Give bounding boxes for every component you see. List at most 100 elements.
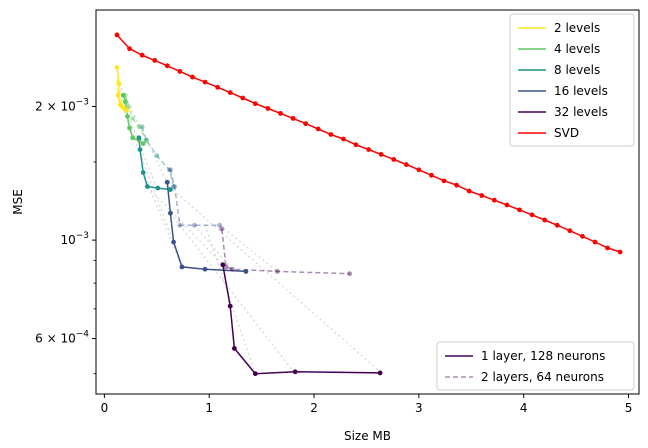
data-point-5-3	[252, 371, 258, 377]
data-point-0-22	[391, 157, 397, 162]
data-point-0-15	[303, 121, 309, 127]
data-point-0-13	[278, 110, 283, 116]
data-point-2-2	[125, 113, 130, 119]
data-point-9-2	[177, 222, 183, 228]
x-axis-title: Size MB	[344, 429, 391, 443]
data-point-4-4	[202, 266, 208, 272]
data-point-0-7	[202, 79, 208, 85]
data-point-9-0	[168, 167, 173, 173]
data-point-0-33	[529, 212, 535, 218]
connector-line-1	[121, 106, 175, 243]
data-point-0-11	[252, 101, 258, 107]
data-point-0-8	[215, 84, 220, 90]
data-point-0-17	[328, 132, 334, 137]
data-point-0-39	[605, 245, 610, 251]
data-point-6-1	[116, 90, 122, 95]
data-point-0-5	[177, 68, 183, 74]
data-point-0-9	[227, 90, 233, 95]
data-point-6-0	[115, 78, 121, 84]
data-point-0-2	[139, 52, 145, 58]
data-point-7-4	[143, 137, 149, 143]
x-tick-label-2: 2	[310, 401, 318, 415]
x-tick-label-5: 5	[625, 401, 633, 415]
data-point-8-2	[154, 153, 160, 159]
data-point-0-19	[353, 142, 359, 148]
y-tick-label-2: 6 × 10−4	[35, 330, 89, 346]
data-point-2-0	[120, 92, 126, 98]
connector-line-8	[204, 225, 256, 374]
data-point-0-21	[378, 151, 384, 157]
data-point-0-0	[114, 32, 120, 38]
data-point-0-34	[542, 217, 548, 223]
connector-lines	[118, 83, 381, 375]
data-point-1-6	[123, 108, 129, 113]
data-point-6-3	[120, 104, 126, 109]
data-point-0-10	[240, 95, 246, 101]
data-point-0-30	[491, 197, 497, 203]
series-line-5	[222, 264, 381, 375]
legend-label-g-legend-bottom-1: 2 layers, 64 neurons	[481, 370, 604, 384]
data-point-3-5	[168, 187, 173, 192]
data-point-3-2	[140, 170, 146, 175]
data-point-4-5	[243, 269, 249, 274]
series-line-9	[169, 169, 220, 227]
series-line-10	[221, 228, 350, 275]
data-point-8-0	[139, 124, 145, 130]
connector-line-5	[169, 212, 296, 375]
g-legend-bottom-box	[436, 341, 635, 391]
data-point-0-26	[441, 178, 447, 184]
legend-label-g-legend-top-2: 8 levels	[554, 63, 600, 77]
connector-line-7	[168, 186, 381, 373]
data-point-0-37	[579, 233, 585, 239]
data-point-10-3	[274, 269, 280, 274]
data-point-0-14	[290, 116, 296, 121]
data-point-0-27	[454, 182, 460, 188]
x-axis-ticks: 0 1 2 3 4 5	[101, 394, 633, 415]
data-point-0-6	[190, 74, 195, 80]
data-point-7-1	[126, 104, 131, 109]
legend-label-g-legend-top-4: 32 levels	[554, 105, 608, 119]
x-tick-label-1: 1	[205, 401, 213, 415]
data-point-8-3	[166, 167, 172, 173]
data-point-0-38	[592, 239, 598, 245]
data-point-0-1	[127, 46, 132, 52]
data-point-0-35	[554, 222, 560, 228]
data-point-6-2	[118, 99, 124, 105]
data-point-0-29	[479, 193, 485, 198]
data-point-5-1	[227, 303, 233, 309]
legend-label-g-legend-top-3: 16 levels	[554, 84, 608, 98]
data-point-4-1	[168, 210, 173, 216]
y-tick-label-0: 2 × 10−3	[35, 98, 89, 114]
legend-label-g-legend-top-1: 4 levels	[554, 42, 600, 56]
data-point-0-18	[340, 136, 346, 142]
data-point-0-24	[416, 167, 422, 173]
data-point-7-2	[130, 116, 136, 121]
data-point-3-0	[136, 135, 142, 141]
data-point-1-1	[116, 81, 122, 87]
data-point-8-4	[171, 184, 176, 189]
data-point-6-4	[125, 107, 130, 112]
data-point-0-31	[504, 202, 510, 208]
data-point-0-12	[265, 106, 271, 111]
data-point-3-1	[137, 147, 143, 152]
y-tick-label-1: 10−3	[60, 231, 89, 247]
legend-levels: 2 levels 4 levels 8 levels 16 levels 32 leve…	[509, 13, 635, 147]
data-point-3-3	[144, 184, 150, 189]
data-point-2-6	[140, 141, 146, 146]
data-point-9-4	[217, 222, 223, 228]
connector-line-9	[219, 224, 278, 272]
data-point-9-1	[172, 184, 178, 189]
series-line-4	[166, 182, 246, 273]
connector-line-6	[194, 224, 233, 270]
data-point-0-23	[403, 162, 409, 167]
data-point-0-3	[152, 58, 158, 63]
data-point-5-4	[292, 369, 298, 375]
x-tick-label-0: 0	[101, 401, 109, 415]
data-point-0-20	[366, 147, 371, 152]
data-point-4-0	[164, 179, 170, 185]
data-point-8-1	[143, 137, 149, 143]
data-point-5-5	[377, 370, 383, 376]
series-markers	[114, 32, 623, 377]
y-axis-ticks: 2 × 10−3 10−3 6 × 10−4	[35, 98, 96, 375]
